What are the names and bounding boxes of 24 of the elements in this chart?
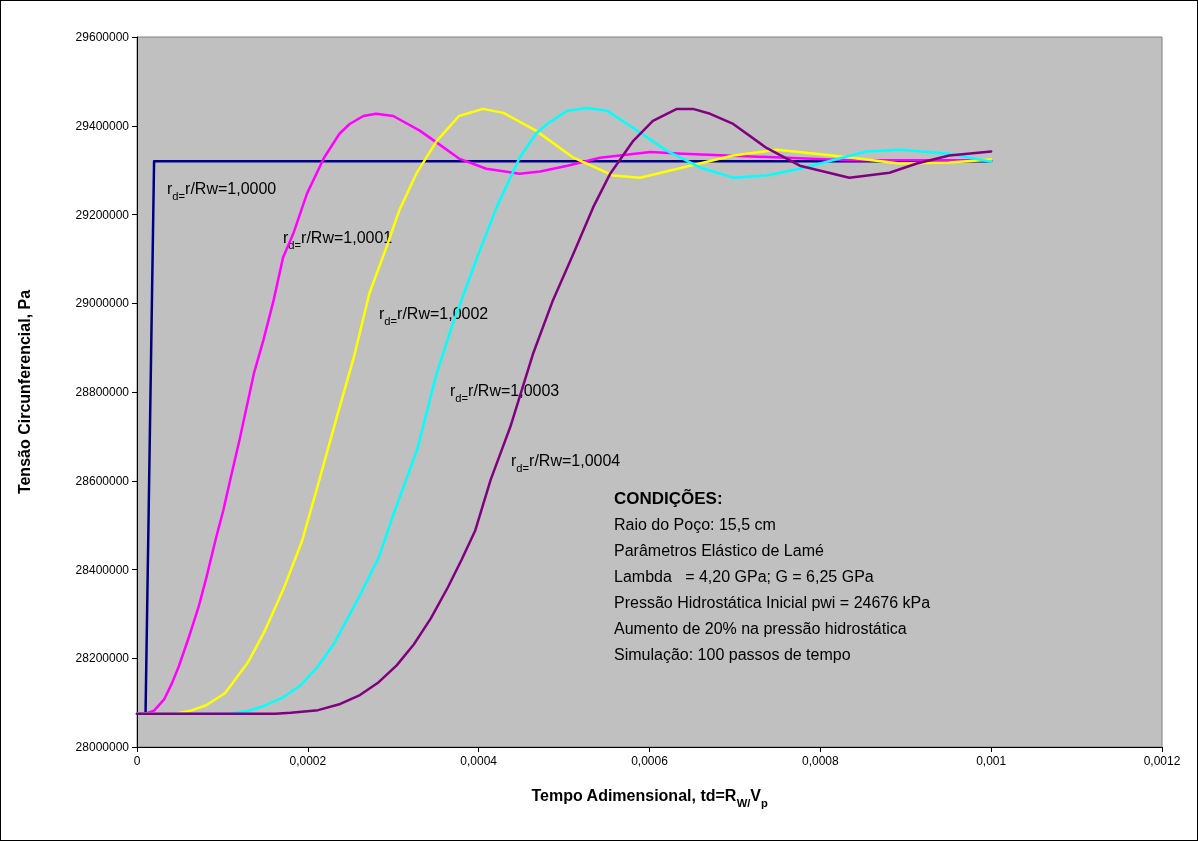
annotation: Aumento de 20% na pressão hidrostática (614, 619, 907, 637)
y-tick-label: 28400000 (75, 562, 130, 577)
annotation: Pressão Hidrostática Inicial pwi = 24676 kPa (614, 593, 931, 611)
x-tick-label: 0,001 (976, 754, 1007, 768)
annotation: Simulação: 100 passos de tempo (614, 645, 851, 663)
annotation: CONDIÇÕES: (614, 487, 723, 508)
y-tick-label: 29400000 (75, 118, 130, 133)
y-tick-label: 29200000 (75, 207, 130, 222)
y-tick-label: 28200000 (75, 651, 130, 666)
x-tick-label: 0,0008 (801, 754, 840, 768)
annotation: Parâmetros Elástico de Lamé (614, 541, 824, 559)
y-axis-title: Tensão Circunferencial, Pa (15, 289, 33, 495)
x-tick-label: 0,0012 (1143, 754, 1181, 768)
y-tick-label: 28800000 (75, 385, 130, 399)
y-tick-label: 28600000 (75, 473, 130, 488)
annotation: Raio do Poço: 15,5 cm (614, 515, 776, 533)
annotation: Lambda = 4,20 GPa; G = 6,25 GPa (614, 567, 874, 585)
y-tick-label: 28000000 (75, 740, 130, 754)
x-tick-label: 0,0006 (631, 754, 669, 768)
x-tick-label: 0 (133, 754, 141, 768)
x-tick-label: 0,0002 (289, 754, 327, 768)
y-tick-label: 29600000 (75, 30, 130, 44)
x-tick-label: 0,0004 (460, 754, 498, 768)
y-tick-label: 29000000 (75, 296, 130, 311)
